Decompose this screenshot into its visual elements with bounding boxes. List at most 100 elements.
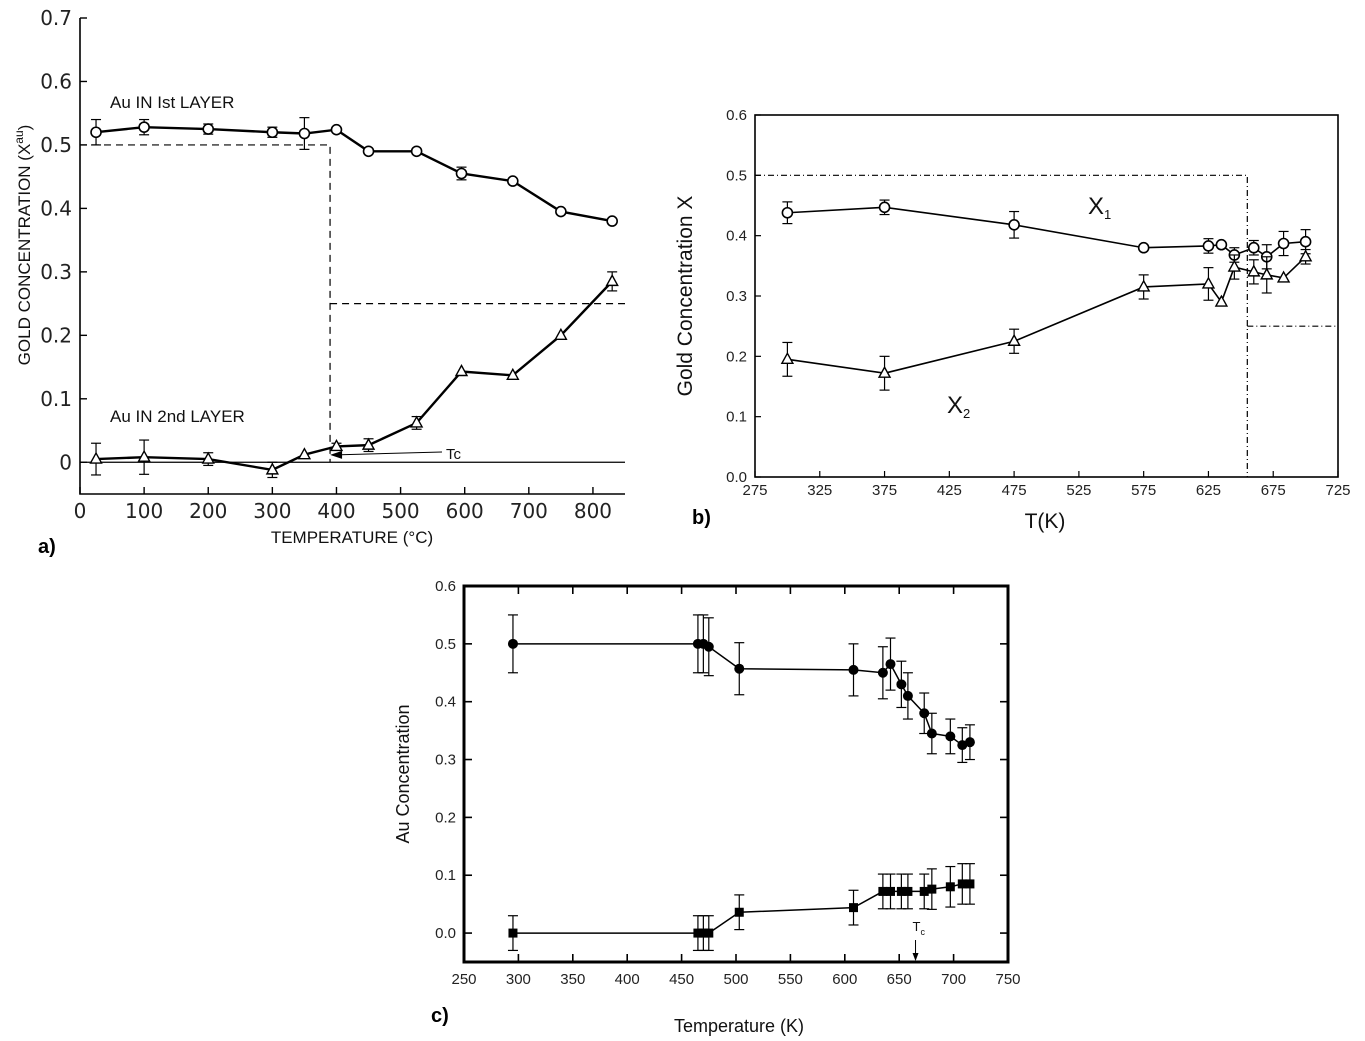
chart-b-ytick-label: 0.1 xyxy=(726,409,747,426)
chart-a-ytick-label: 0.4 xyxy=(40,196,72,220)
chart-c-tc-label-main: T xyxy=(913,919,921,934)
chart-c-ytick-label: 0.1 xyxy=(435,867,456,884)
chart-a-ytick-label: 0.5 xyxy=(40,133,72,157)
chart-c-tc-label: Tc xyxy=(913,919,926,937)
chart-b-series-x1-point xyxy=(1137,241,1150,254)
chart-c-series-squares-point xyxy=(704,928,714,938)
chart-c-series-squares-point xyxy=(849,903,859,913)
chart-c-ytick-label: 0.3 xyxy=(435,752,456,769)
chart-a-ylabel-main: GOLD CONCENTRATION (X xyxy=(15,144,34,366)
chart-b-series-x2-point xyxy=(1136,279,1151,292)
chart-a-series-2nd-layer-line xyxy=(95,280,614,472)
chart-a-series-label-2nd: Au IN 2nd LAYER xyxy=(110,407,245,426)
chart-b-series-x2-point xyxy=(877,365,892,378)
chart-a-series-2nd-layer-point xyxy=(409,415,424,428)
chart-b-series-label-x2-main: X xyxy=(947,392,963,419)
chart-b-series-x1-point xyxy=(781,206,794,219)
chart-c-series-squares-point xyxy=(945,882,955,892)
chart-b-series-label-x1: X1 xyxy=(1088,193,1111,222)
chart-c-series-circles-point xyxy=(957,740,968,751)
chart-c-xtick-label: 550 xyxy=(778,971,803,988)
chart-b-series-x2-point xyxy=(1227,259,1242,272)
chart-a-series-1st-layer-point xyxy=(506,175,519,187)
chart-b-series-x1-point xyxy=(1277,237,1290,250)
chart-b-series-x1-point xyxy=(878,201,891,214)
chart-c-xtick-label: 250 xyxy=(451,971,476,988)
chart-c-series-circles-point xyxy=(919,708,930,719)
chart-b-series-x1-point xyxy=(1247,241,1260,254)
chart-b-series-x2-point xyxy=(1260,267,1274,280)
chart-b-series-label-x2: X2 xyxy=(947,392,970,421)
chart-c-series-circles-point xyxy=(848,664,859,675)
chart-c-series-squares-point xyxy=(693,928,703,938)
chart-b-series-x2-line xyxy=(787,256,1307,375)
chart-c-xtick-label: 300 xyxy=(506,971,531,988)
chart-a-ylabel-close: ) xyxy=(15,125,34,131)
chart-b-frame xyxy=(754,114,1339,478)
chart-c-xtick-label: 600 xyxy=(832,971,857,988)
chart-a-xtick-label: 800 xyxy=(574,499,612,523)
chart-a-series-1st-layer-point xyxy=(202,123,215,135)
chart-c-series-circles-point xyxy=(703,641,714,652)
chart-a-series-2nd-layer-point xyxy=(329,438,344,452)
chart-c-tc-arrowhead xyxy=(912,953,919,961)
chart-c-series-circles-point xyxy=(877,667,888,678)
chart-c-series-squares-point xyxy=(919,886,929,896)
chart-b-series-x1-point xyxy=(1008,219,1020,231)
chart-b-series-x2-point xyxy=(780,351,795,365)
chart-a-series-1st-layer-point xyxy=(330,123,343,136)
chart-b-ytick-label: 0.2 xyxy=(726,348,747,365)
chart-b-ytick-label: 0.4 xyxy=(726,228,747,245)
chart-b-series-x2-point xyxy=(1201,276,1216,289)
chart-a-series-2nd-layer-point xyxy=(554,327,568,341)
chart-a-ytick-label: 0.6 xyxy=(40,69,72,93)
chart-b-series-x1-line xyxy=(787,206,1306,258)
chart-a-dashed-reference xyxy=(80,144,625,463)
chart-c-ytick-label: 0.5 xyxy=(435,636,456,653)
chart-a-tc-arrow xyxy=(336,451,443,456)
chart-c-series-squares-point xyxy=(903,886,913,896)
chart-a-ytick-label: 0.7 xyxy=(40,6,72,30)
chart-a-series-1st-layer-point xyxy=(298,127,311,140)
chart-a-series-2nd-layer-point xyxy=(201,451,215,464)
chart-a-series-1st-layer-point xyxy=(555,205,567,218)
chart-c-xtick-label: 350 xyxy=(560,971,585,988)
chart-c-series-circles-point xyxy=(945,731,956,742)
chart-a-series-2nd-layer-point xyxy=(605,273,619,287)
chart-b-xtick-label: 625 xyxy=(1196,482,1221,499)
panel-label-b: b) xyxy=(692,507,711,529)
chart-b-series-x2-point xyxy=(1007,333,1021,346)
chart-c-series-circles-point xyxy=(507,638,518,649)
chart-c-series-circles-point xyxy=(902,690,913,701)
chart-b-series-x1-point xyxy=(1202,240,1215,252)
chart-a-series-label-1st: Au IN Ist LAYER xyxy=(110,93,234,112)
chart-c-series-squares-point xyxy=(896,886,906,896)
chart-a-series-2nd-layer-point xyxy=(89,451,103,464)
chart-c-xlabel: Temperature (K) xyxy=(674,1016,804,1036)
chart-b-xtick-label: 575 xyxy=(1131,482,1156,499)
chart-a-series-1st-layer-point xyxy=(90,126,102,139)
chart-b-xtick-label: 375 xyxy=(872,482,897,499)
chart-b-xtick-label: 275 xyxy=(742,482,767,499)
chart-a-series-1st-layer-point xyxy=(138,121,150,133)
chart-a-xtick-label: 500 xyxy=(381,499,419,523)
chart-c-xtick-label: 400 xyxy=(615,971,640,988)
chart-b-xtick-label: 725 xyxy=(1325,482,1350,499)
panel-label-c: c) xyxy=(431,1005,449,1027)
chart-c-xtick-label: 700 xyxy=(941,971,966,988)
chart-c-tc-label-sub: c xyxy=(920,927,925,937)
chart-b-ylabel: Gold Concentration X xyxy=(674,196,697,397)
chart-c-xtick-label: 500 xyxy=(723,971,748,988)
chart-a-series-1st-layer-point xyxy=(362,145,375,158)
chart-a-series-1st-layer-point xyxy=(455,167,468,180)
chart-b-series-x1-point xyxy=(1299,235,1312,248)
chart-b-dashed-reference xyxy=(755,174,1338,477)
chart-b-xtick-label: 325 xyxy=(807,482,832,499)
chart-b-series-label-x1-main: X xyxy=(1088,193,1104,220)
chart-a-xtick-label: 0 xyxy=(74,499,87,523)
chart-b-ytick-label: 0.6 xyxy=(726,107,747,124)
chart-a-series-2nd-layer-point xyxy=(137,449,151,462)
chart-a-ytick-label: 0.2 xyxy=(40,323,72,347)
chart-c-series-squares-point xyxy=(878,886,888,896)
chart-c-series-squares-point xyxy=(734,907,744,917)
